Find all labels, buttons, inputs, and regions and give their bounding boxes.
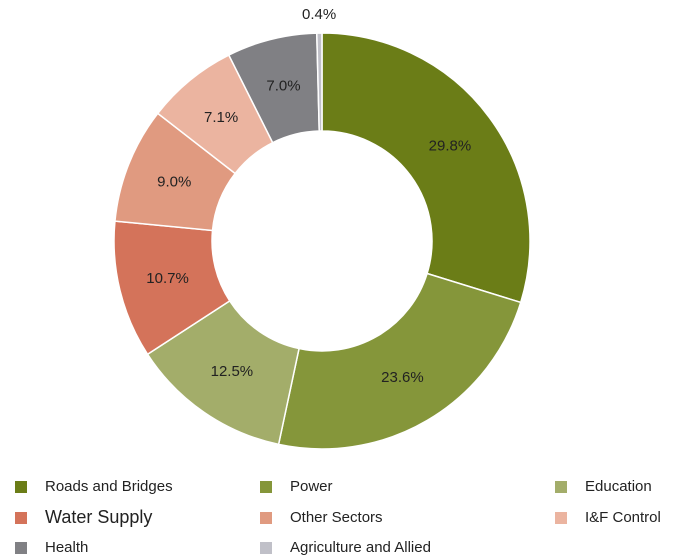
legend-label: Education — [585, 478, 652, 495]
legend-label: Agriculture and Allied — [290, 539, 431, 556]
legend-label: Other Sectors — [290, 509, 383, 526]
legend-marker — [260, 542, 272, 554]
legend-marker — [15, 542, 27, 554]
legend-label: Health — [45, 539, 88, 556]
legend-marker — [260, 481, 272, 493]
value-label: 12.5% — [211, 363, 254, 380]
legend-marker — [15, 512, 27, 524]
donut-slice — [321, 32, 531, 304]
value-label: 7.0% — [266, 78, 300, 95]
legend-marker — [260, 512, 272, 524]
legend-label: I&F Control — [585, 509, 661, 526]
value-label: 7.1% — [204, 109, 238, 126]
legend-marker — [15, 481, 27, 493]
donut-slice — [277, 272, 522, 450]
donut-slice — [316, 32, 323, 132]
value-label: 9.0% — [157, 173, 191, 190]
legend-marker — [555, 481, 567, 493]
legend-label: Roads and Bridges — [45, 478, 173, 495]
legend-marker — [555, 512, 567, 524]
value-label: 29.8% — [429, 138, 472, 155]
value-label: 23.6% — [381, 369, 424, 386]
legend-label: Power — [290, 478, 333, 495]
value-label: 0.4% — [302, 6, 336, 23]
value-label: 10.7% — [146, 270, 189, 287]
legend-label: Water Supply — [45, 507, 152, 527]
